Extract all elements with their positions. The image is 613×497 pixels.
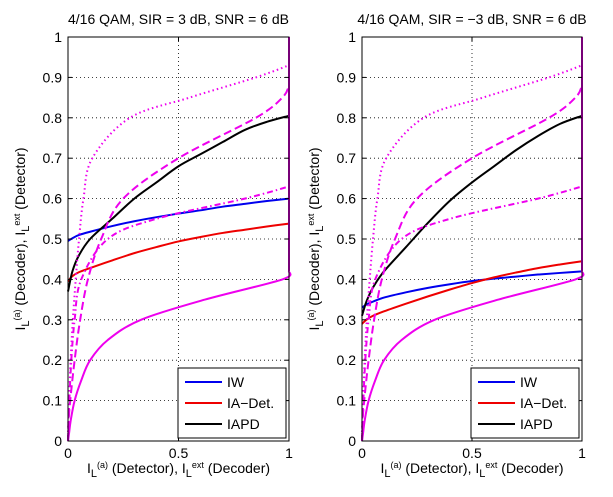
x-tick-label: 1	[285, 445, 293, 461]
label-end: (Detector)	[306, 147, 322, 213]
y-tick-label: 0.5	[337, 231, 357, 247]
series-line-iw	[67, 197, 290, 242]
decoder-curve-3	[361, 270, 585, 442]
x-tick-label: 0.5	[169, 445, 189, 461]
x-tick-label: 0	[358, 445, 366, 461]
label-sub: L	[314, 321, 326, 327]
label-sup: ext	[192, 460, 205, 470]
chart-title: 4/16 QAM, SIR = 3 dB, SNR = 6 dB	[68, 11, 289, 27]
label-sub: L	[314, 226, 326, 232]
x-tick-label: 0	[64, 445, 72, 461]
label-main: I	[12, 327, 28, 331]
x-axis-label: IL(a) (Detector), ILext (Decoder)	[87, 460, 270, 480]
label-main: I	[87, 460, 91, 476]
legend: IW IA−Det. IAPD	[177, 367, 287, 439]
series-line-iw	[361, 270, 583, 309]
label-mid: (Decoder), I	[306, 232, 322, 310]
y-tick-label: 0.2	[43, 352, 63, 368]
label-sup: (a)	[306, 310, 316, 321]
label-end: (Decoder)	[497, 460, 563, 476]
y-tick-label: 0.1	[43, 393, 63, 409]
label-end: (Decoder)	[204, 460, 270, 476]
label-sup: (a)	[12, 310, 22, 321]
label-sup: ext	[12, 213, 22, 226]
chart-panel-1: 0 0.1 0.2 0.3 0.4 0.5 0.6 0.7 0.8 0.9 1 0 0.5 1 4/16 Q…	[12, 11, 293, 480]
decoder-curve-5	[361, 185, 583, 442]
decoder-curve-5	[67, 185, 290, 442]
legend-label: IAPD	[227, 416, 260, 432]
label-sub: L	[20, 226, 32, 232]
legend-label: IAPD	[520, 416, 553, 432]
series-line-iapd	[67, 114, 290, 292]
legend-label: IW	[227, 374, 245, 390]
y-tick-label: 1	[54, 29, 62, 45]
label-end: (Detector)	[12, 147, 28, 213]
label-sub: L	[479, 468, 485, 480]
decoder-curve-3	[67, 270, 292, 442]
legend: IW IA−Det. IAPD	[470, 367, 580, 439]
label-sub: L	[384, 468, 390, 480]
y-tick-label: 0.7	[337, 150, 357, 166]
y-tick-label: 0.6	[43, 191, 63, 207]
label-sup: (a)	[97, 460, 108, 470]
label-sup: (a)	[390, 460, 401, 470]
label-sup: ext	[306, 213, 316, 226]
series-line-ia-det	[67, 222, 290, 283]
chart-title: 4/16 QAM, SIR = −3 dB, SNR = 6 dB	[357, 11, 586, 27]
y-tick-label: 0.5	[43, 231, 63, 247]
y-tick-label: 0.6	[337, 191, 357, 207]
label-sub: L	[186, 468, 192, 480]
y-tick-label: 0.1	[337, 393, 357, 409]
label-main: I	[306, 327, 322, 331]
y-tick-label: 0.9	[43, 69, 63, 85]
series-line-ia-det	[361, 260, 583, 325]
y-tick-label: 0.9	[337, 69, 357, 85]
legend-label: IW	[520, 374, 538, 390]
chart-panel-2: 00.10.20.30.40.50.60.70.80.910 0.5 14/16 Q…	[306, 11, 587, 480]
y-tick-label: 0.3	[43, 312, 63, 328]
y-axis-label: IL(a) (Decoder), ILext (Detector)	[306, 147, 326, 330]
y-tick-label: 0	[348, 433, 356, 449]
y-tick-label: 0.8	[43, 110, 63, 126]
label-mid: (Decoder), I	[12, 232, 28, 310]
label-sub: L	[20, 321, 32, 327]
x-axis-label: IL(a) (Detector), ILext (Decoder)	[380, 460, 563, 480]
y-tick-label: 0.2	[337, 352, 357, 368]
x-tick-label: 0.5	[462, 445, 482, 461]
y-axis-label: IL(a) (Decoder), ILext (Detector)	[12, 147, 32, 330]
y-tick-label: 1	[348, 29, 356, 45]
y-tick-label: 0.8	[337, 110, 357, 126]
y-tick-label: 0.3	[337, 312, 357, 328]
label-mid: (Detector), I	[108, 460, 186, 476]
label-mid: (Detector), I	[401, 460, 479, 476]
label-sup: ext	[485, 460, 498, 470]
legend-label: IA−Det.	[520, 395, 567, 411]
label-sub: L	[91, 468, 97, 480]
y-tick-label: 0.4	[43, 271, 63, 287]
y-tick-label: 0.4	[337, 271, 357, 287]
x-tick-label: 1	[578, 445, 586, 461]
label-main: I	[380, 460, 384, 476]
y-tick-label: 0.7	[43, 150, 63, 166]
y-tick-label: 0	[54, 433, 62, 449]
legend-label: IA−Det.	[227, 395, 274, 411]
